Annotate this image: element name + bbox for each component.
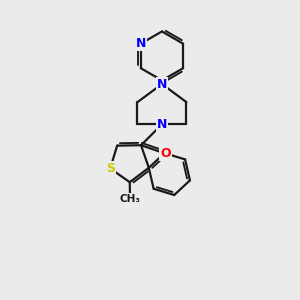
Text: S: S: [106, 162, 115, 175]
Text: O: O: [160, 147, 171, 160]
Text: N: N: [157, 77, 167, 91]
Text: CH₃: CH₃: [119, 194, 140, 204]
Text: N: N: [136, 37, 146, 50]
Text: N: N: [157, 118, 167, 131]
